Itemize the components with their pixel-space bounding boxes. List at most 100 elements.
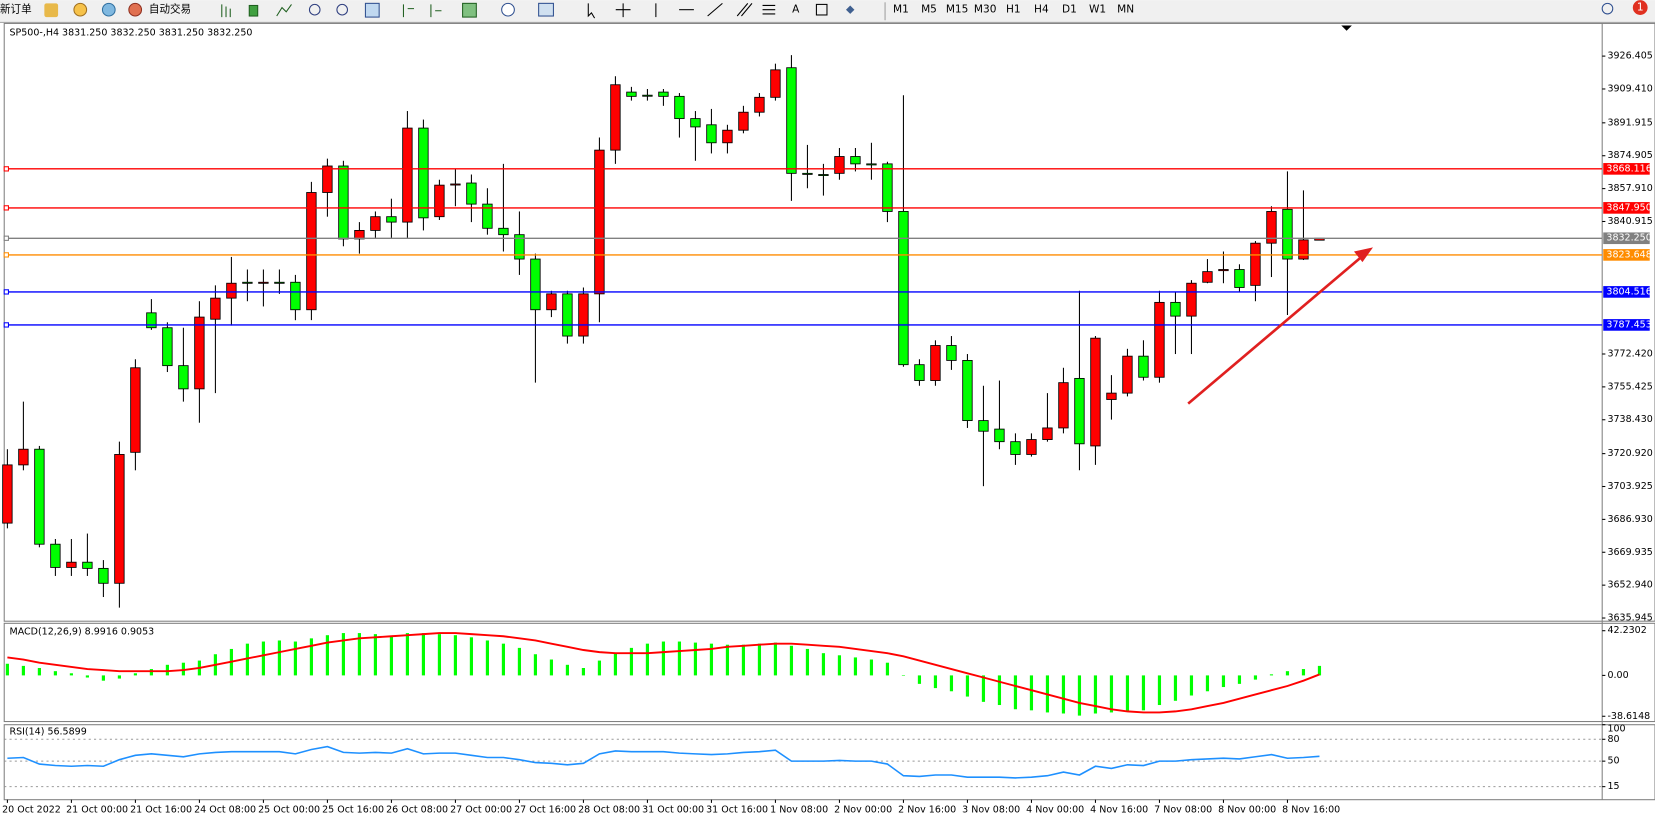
candle-body: [1026, 439, 1037, 455]
price-level-handle: [3, 205, 9, 211]
macd-bar: [469, 637, 474, 676]
macd-bar: [789, 645, 794, 676]
macd-bar: [997, 675, 1002, 706]
rsi-line: [7, 745, 1320, 779]
candle-body: [1154, 301, 1165, 378]
icon-folder[interactable]: [44, 3, 59, 18]
price-level-handle: [3, 166, 9, 172]
icon-search[interactable]: [1601, 2, 1614, 15]
alert-badge[interactable]: [1632, 0, 1648, 15]
macd-bar: [741, 644, 746, 676]
price-level-tag: [1603, 232, 1650, 245]
macd-bar: [885, 662, 890, 676]
icon-arrows[interactable]: [845, 5, 855, 14]
candle-body: [466, 182, 477, 205]
macd-bar: [1173, 675, 1178, 701]
macd-bar: [677, 641, 682, 676]
candle-body: [210, 297, 221, 320]
macd-bar: [421, 633, 425, 676]
signal-line: [7, 632, 1320, 714]
timeframe-button[interactable]: M30: [974, 4, 997, 16]
icon-shift[interactable]: [430, 4, 442, 18]
icon-data[interactable]: [73, 2, 88, 17]
candle-body: [530, 258, 541, 311]
macd-bar: [805, 648, 810, 676]
candle-body: [258, 281, 269, 284]
candle-body: [98, 567, 109, 584]
macd-bar: [1093, 675, 1098, 714]
candle-body: [338, 165, 349, 240]
macd-bar: [277, 640, 281, 676]
macd-bar: [1221, 675, 1226, 688]
price-level-handle: [3, 322, 9, 328]
y-tick-label: 0.00: [1607, 670, 1628, 681]
y-tick-label: 3720.920: [1607, 448, 1652, 459]
icon-tile[interactable]: [364, 2, 380, 18]
icon-label[interactable]: [815, 3, 828, 16]
macd-bar: [1269, 674, 1274, 676]
y-tick-label: 42.2302: [1607, 625, 1646, 636]
candle-body: [1106, 392, 1117, 400]
rsi-pane-frame: [3, 724, 1655, 801]
y-tick-label: -38.6148: [1607, 711, 1650, 722]
icon-periods[interactable]: [501, 2, 515, 17]
icon-bars[interactable]: [221, 4, 231, 18]
macd-bar: [517, 647, 522, 676]
icon-trendline[interactable]: [707, 2, 723, 17]
candle-body: [978, 420, 989, 432]
macd-bar: [629, 647, 634, 676]
timeframe-button[interactable]: D1: [1062, 4, 1077, 16]
x-tick-label: 24 Oct 08:00: [194, 805, 256, 816]
timeframe-button[interactable]: H4: [1034, 4, 1049, 16]
macd-bar: [53, 671, 57, 676]
new-order-button[interactable]: 新订单: [0, 3, 32, 16]
macd-bar: [1029, 675, 1034, 711]
icon-indicators[interactable]: [462, 2, 477, 18]
candle-body: [722, 129, 733, 144]
candle-body: [1090, 337, 1101, 447]
icon-cursor[interactable]: [587, 3, 596, 19]
icon-channel[interactable]: [736, 3, 753, 17]
icon-crosshair[interactable]: [615, 3, 631, 18]
candle-body: [642, 94, 653, 97]
candle-body: [66, 561, 77, 568]
x-tick-label: 1 Nov 08:00: [770, 805, 828, 816]
icon-fibo[interactable]: [762, 4, 776, 15]
timeframe-button[interactable]: M15: [946, 4, 969, 16]
icon-templates[interactable]: [538, 2, 554, 17]
candle-body: [146, 312, 157, 329]
timeframe-button[interactable]: MN: [1117, 4, 1134, 16]
timeframe-button[interactable]: W1: [1089, 4, 1106, 16]
candle-body: [130, 367, 141, 453]
x-tick-label: 27 Oct 16:00: [514, 805, 576, 816]
price-level-label: 3868.116: [1606, 163, 1651, 174]
macd-bar: [981, 675, 986, 702]
x-tick-label: 31 Oct 00:00: [642, 805, 704, 816]
auto-trading-button[interactable]: 自动交易: [149, 3, 191, 16]
y-tick-label: 3703.925: [1607, 481, 1652, 492]
icon-auto[interactable]: [128, 2, 143, 17]
icon-signal[interactable]: [101, 2, 116, 17]
x-tick-label: 27 Oct 00:00: [450, 805, 512, 816]
timeframe-button[interactable]: H1: [1006, 4, 1021, 16]
icon-candles[interactable]: [248, 4, 259, 17]
candle-body: [914, 364, 925, 381]
price-level-label: 3847.950: [1606, 202, 1651, 213]
macd-bar: [1077, 675, 1082, 716]
macd-bar: [869, 659, 874, 676]
icon-line[interactable]: [276, 4, 292, 17]
candle-body: [1202, 271, 1213, 283]
icon-zoom-in[interactable]: [308, 3, 321, 16]
candle-body: [1042, 427, 1053, 440]
macd-bar: [933, 675, 938, 689]
candle-body: [450, 183, 461, 186]
price-level-label: 3787.453: [1606, 319, 1651, 330]
icon-scroll[interactable]: [402, 4, 415, 18]
timeframe-button[interactable]: M5: [921, 4, 937, 16]
timeframe-button[interactable]: M1: [893, 4, 909, 16]
icon-zoom-out[interactable]: [336, 3, 349, 16]
candle-body: [1186, 282, 1197, 317]
icon-text[interactable]: A: [792, 4, 800, 16]
